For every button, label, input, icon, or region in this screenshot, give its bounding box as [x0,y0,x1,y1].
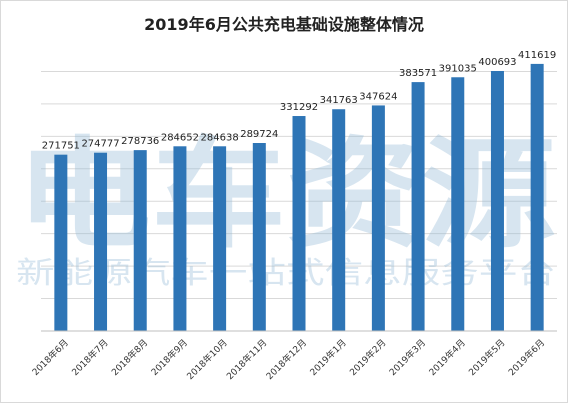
bar [252,143,266,331]
bar [94,152,108,331]
bar [490,70,504,332]
bar [530,63,544,332]
x-tick-label: 2019年6月 [506,337,547,378]
x-tick-labels: 2018年6月 2018年7月 2018年8月 2018年9月2018年10月2018… [29,337,547,383]
bar [173,146,187,331]
x-tick-label: 2019年4月 [426,337,467,378]
data-label: 347624 [359,91,397,102]
bar [332,109,346,331]
bar [411,82,425,331]
data-label: 271751 [42,141,80,152]
data-label: 331292 [280,102,318,113]
x-tick-label: 2018年12月 [264,337,310,383]
x-tick-label: 2019年3月 [387,337,428,378]
bars [54,63,544,332]
x-tick-label: 2019年5月 [466,337,507,378]
data-label: 274777 [81,139,119,150]
data-label: 341763 [320,95,358,106]
x-tick-label: 2018年6月 [29,337,70,378]
x-tick-label: 2018年9月 [149,337,190,378]
bar [371,105,385,331]
data-label: 289724 [240,129,278,140]
data-label: 391035 [439,63,477,74]
bar [213,146,227,331]
data-label: 284638 [201,132,239,143]
data-label: 383571 [399,68,437,79]
bar [54,154,68,331]
x-tick-label: 2019年2月 [347,337,388,378]
x-tick-label: 2018年10月 [184,337,230,383]
x-tick-label: 2018年11月 [224,337,270,383]
bar [133,150,147,331]
chart-title: 2019年6月公共充电基础设施整体情况 [144,15,424,34]
x-tick-label: 2019年1月 [307,337,348,378]
data-label: 411619 [518,50,556,61]
data-label: 284652 [161,132,199,143]
bar [292,116,306,331]
x-tick-label: 2018年8月 [109,337,150,378]
bar [451,77,465,331]
x-tick-label: 2018年7月 [69,337,110,378]
data-label: 278736 [121,136,159,147]
data-labels: 271751 274777 278736 284652 284638 289724 3312… [42,50,556,152]
data-label: 400693 [478,57,516,68]
